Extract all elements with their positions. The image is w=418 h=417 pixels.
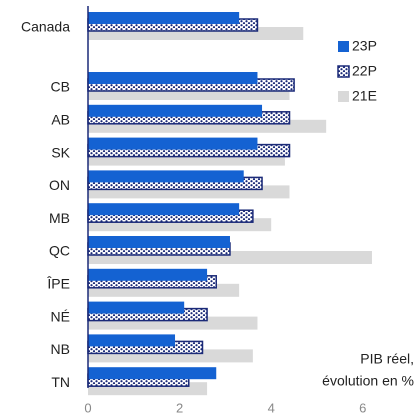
legend-swatch xyxy=(338,41,349,52)
annotation: PIB réel, xyxy=(360,351,414,367)
x-tick-label: 0 xyxy=(84,400,91,415)
bar xyxy=(88,104,263,117)
category-label: MB xyxy=(49,210,70,226)
bar xyxy=(88,137,258,150)
category-label: AB xyxy=(51,112,70,128)
category-label: QC xyxy=(49,243,70,259)
bar xyxy=(88,72,258,84)
bar xyxy=(88,301,185,314)
legend-label: 21E xyxy=(352,88,377,104)
category-label: NÉ xyxy=(51,308,70,324)
category-label: TN xyxy=(51,374,70,390)
bar xyxy=(88,12,240,24)
legend-label: 22P xyxy=(352,63,377,79)
annotation: évolution en % xyxy=(322,373,414,389)
bar xyxy=(88,170,244,183)
x-tick-label: 6 xyxy=(359,400,366,415)
legend-label: 23P xyxy=(352,38,377,54)
legend-swatch xyxy=(337,65,350,78)
x-tick-label: 4 xyxy=(268,400,275,415)
bar xyxy=(88,367,217,380)
category-label: NB xyxy=(51,341,70,357)
category-label: Canada xyxy=(21,19,70,35)
x-tick-label: 2 xyxy=(176,400,183,415)
legend-swatch xyxy=(338,91,349,102)
bar xyxy=(88,203,240,216)
bar xyxy=(88,268,208,281)
category-label: SK xyxy=(51,144,70,160)
category-label: ON xyxy=(49,177,70,193)
bar xyxy=(88,334,176,347)
category-label: CB xyxy=(51,79,70,95)
bar xyxy=(88,236,230,248)
category-label: ÎPE xyxy=(46,276,70,292)
